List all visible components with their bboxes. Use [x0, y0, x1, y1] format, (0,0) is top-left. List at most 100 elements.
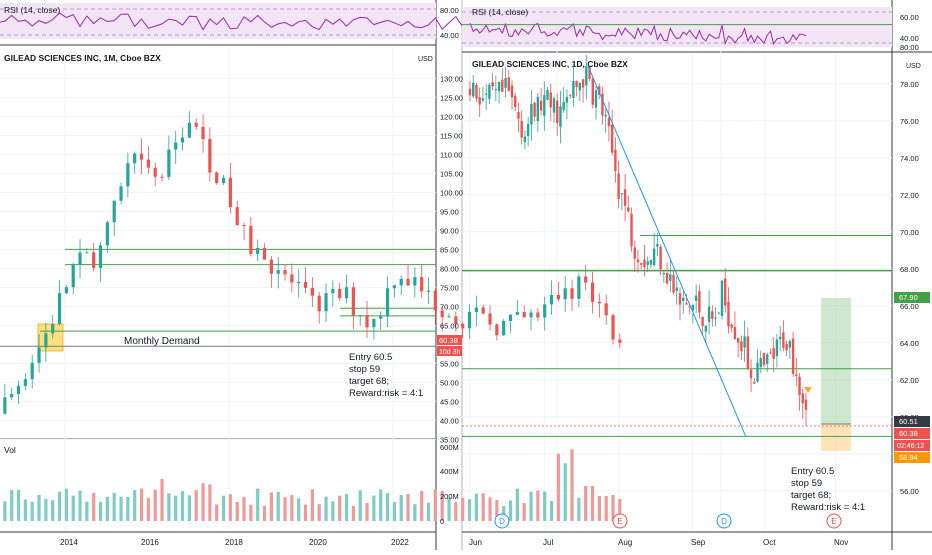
- left-demand-highlight[interactable]: [37, 323, 64, 352]
- event-marker-dividend-2[interactable]: [716, 513, 732, 529]
- left-volume-bar: [604, 496, 608, 521]
- right-note-stop[interactable]: stop 59: [791, 478, 822, 489]
- left-volume-bar: [64, 488, 68, 521]
- left-candle-body: [536, 312, 540, 318]
- right-candle-body: [520, 120, 523, 138]
- left-note-stop[interactable]: stop 59: [349, 364, 380, 375]
- left-price-tick: 65.00: [440, 321, 459, 330]
- right-candle-body: [588, 66, 591, 79]
- right-note-entry[interactable]: Entry 60.5: [791, 466, 834, 477]
- left-volume-bar: [92, 493, 96, 521]
- left-volume-bar: [119, 496, 123, 521]
- right-candle-body: [665, 272, 669, 284]
- position-stop-zone[interactable]: [821, 424, 851, 451]
- left-candle-body: [454, 316, 458, 324]
- right-candle-body: [581, 79, 585, 88]
- right-candle-body: [749, 369, 753, 379]
- right-candle-body: [514, 95, 517, 108]
- left-chart-title[interactable]: GILEAD SCIENCES INC, 1M, Cboe BZX: [4, 53, 161, 63]
- left-candle-body: [392, 285, 396, 289]
- left-candle-body: [133, 153, 137, 164]
- left-candle-body: [126, 163, 130, 187]
- right-candle-body: [733, 326, 737, 340]
- left-volume-label[interactable]: Vol: [4, 445, 16, 455]
- left-volume-bar: [474, 493, 478, 521]
- left-candle-body: [71, 264, 75, 288]
- position-target-zone[interactable]: [821, 298, 851, 424]
- right-horizontal-levels[interactable]: [462, 24, 892, 437]
- left-volume-bar: [146, 497, 150, 521]
- right-stop-badge-text: 58.94: [899, 453, 918, 462]
- left-rsi-label[interactable]: RSI (14, close): [4, 5, 60, 15]
- left-volume-bar: [167, 493, 171, 521]
- left-candle-body: [467, 311, 472, 329]
- left-candle-body: [215, 172, 219, 184]
- left-volume-bar: [51, 500, 55, 521]
- event-marker-dividend-1[interactable]: [494, 513, 510, 529]
- right-candle-body: [766, 354, 769, 364]
- left-volume-bar: [3, 501, 7, 521]
- left-candle-body: [256, 247, 260, 254]
- left-volume-bar: [413, 504, 417, 521]
- left-price-tick: 95.00: [440, 207, 459, 216]
- left-candle-body: [105, 222, 109, 246]
- right-candle-body: [617, 173, 620, 199]
- event-marker-earnings-1[interactable]: [612, 513, 628, 529]
- right-price-tick: 68.00: [900, 265, 919, 274]
- right-rsi-label[interactable]: RSI (14, close): [472, 7, 528, 17]
- event-marker-earnings-2[interactable]: [826, 513, 842, 529]
- left-candle-body: [297, 281, 301, 283]
- left-price-axis[interactable]: 130.00 125.00 120.00 115.00 110.00 105.00 100.…: [440, 74, 463, 444]
- left-volume-bar: [611, 494, 615, 521]
- right-date-oct: Oct: [763, 538, 776, 547]
- left-volume-bar: [30, 501, 34, 521]
- event-marker-earnings-2-text: E: [831, 517, 836, 526]
- left-price-tick: 50.00: [440, 378, 459, 387]
- left-candle-body: [201, 126, 205, 139]
- left-candle-body: [597, 301, 601, 304]
- left-candle-body: [358, 315, 362, 317]
- right-chart-title[interactable]: GILEAD SCIENCES INC, 1D, Cboe BZX: [472, 59, 628, 69]
- right-candle-body: [769, 352, 772, 354]
- left-candle-body: [283, 270, 287, 275]
- left-note-entry[interactable]: Entry 60.5: [349, 352, 392, 363]
- left-demand-label[interactable]: Monthly Demand: [124, 336, 200, 347]
- right-candle-body: [539, 100, 543, 111]
- left-note-target[interactable]: target 68;: [349, 376, 389, 387]
- right-candle-body: [530, 104, 533, 125]
- left-price-tick: 105.00: [440, 169, 463, 178]
- trendline[interactable]: [587, 65, 747, 437]
- left-candle-body: [556, 294, 560, 300]
- right-price-tick: 56.00: [900, 487, 919, 496]
- right-note-reward-risk[interactable]: Reward:risk = 4:1: [791, 502, 865, 513]
- left-date-2014: 2014: [60, 538, 78, 547]
- left-candle-body: [16, 385, 21, 394]
- left-volume-bar: [590, 486, 595, 521]
- left-note-reward-risk[interactable]: Reward:risk = 4:1: [349, 388, 423, 399]
- right-candle-body: [510, 85, 514, 98]
- right-candle-body: [565, 97, 569, 103]
- right-candle-body: [756, 362, 759, 382]
- right-candle-body: [678, 293, 682, 305]
- right-candle-body: [472, 82, 475, 97]
- right-note-target[interactable]: target 68;: [791, 490, 831, 501]
- left-volume-bar: [180, 491, 185, 521]
- left-volume-bar: [577, 497, 581, 521]
- right-candle-body: [627, 207, 630, 212]
- right-candle-body: [633, 247, 636, 259]
- left-volume-bar: [392, 502, 396, 521]
- right-candle-body: [804, 399, 808, 410]
- left-candle-body: [413, 277, 417, 286]
- left-candle-body: [290, 274, 294, 283]
- left-volume-bar: [153, 489, 157, 521]
- right-candle-body: [711, 311, 714, 319]
- left-price-tick: 55.00: [440, 359, 459, 368]
- right-candle-body: [707, 306, 711, 323]
- right-date-jun: Jun: [469, 538, 482, 547]
- left-volume-bar: [406, 493, 410, 521]
- left-volume-bar: [290, 494, 294, 521]
- right-candle-body: [685, 303, 688, 305]
- right-candle-body: [782, 332, 785, 348]
- right-candle-body: [559, 106, 562, 127]
